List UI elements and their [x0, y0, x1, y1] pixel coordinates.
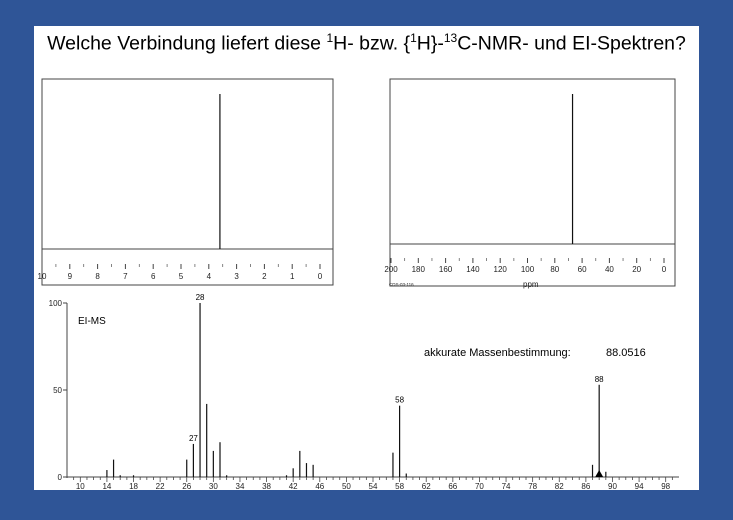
h-nmr-tick-label: 2	[262, 272, 267, 281]
spectra-figure: 10 9 8 7 6 5 4 3 2 1 0 200 180 160 140 120 100 80 60 40 20 0…	[38, 78, 679, 490]
h-nmr-frame	[41, 78, 334, 286]
h-nmr-tick-label: 10	[38, 272, 47, 281]
h-nmr-tick-label: 6	[151, 272, 156, 281]
h-nmr-tick-label: 5	[179, 272, 184, 281]
ms-x-tick-label: 86	[581, 482, 590, 490]
ms-x-tick-label: 70	[475, 482, 484, 490]
ms-x-tick-label: 42	[289, 482, 298, 490]
ms-y-tick-label: 100	[49, 299, 63, 308]
ms-y-tick-label: 0	[58, 473, 63, 482]
c-nmr-tick-label: 200	[384, 265, 398, 274]
ms-x-tick-label: 74	[502, 482, 511, 490]
ms-x-tick-label: 50	[342, 482, 351, 490]
ms-title: EI-MS	[78, 316, 106, 327]
c-nmr-tick-label: 160	[439, 265, 453, 274]
ms-x-tick-label: 54	[369, 482, 378, 490]
ms-annotation-value: 88.0516	[606, 347, 646, 359]
c-nmr-tick-label: 120	[494, 265, 508, 274]
ms-annotation-label: akkurate Massenbestimmung:	[424, 347, 571, 359]
ms-peak-label: 28	[196, 293, 205, 302]
ms-x-tick-label: 58	[395, 482, 404, 490]
ms-x-tick-label: 26	[182, 482, 191, 490]
ms-x-tick-label: 78	[528, 482, 537, 490]
ms-x-tick-label: 46	[315, 482, 324, 490]
h-nmr-spectrum: 10 9 8 7 6 5 4 3 2 1 0	[38, 78, 334, 286]
ms-x-tick-label: 82	[555, 482, 564, 490]
c-nmr-tick-label: 100	[521, 265, 535, 274]
ei-ms-spectrum: 0 50 100 10 14 18 22 26 30 34 38 42 46 50 54 58 62 66 70 7…	[49, 293, 679, 490]
c-nmr-frame	[389, 78, 676, 287]
ms-x-tick-label: 10	[76, 482, 85, 490]
c-nmr-tick-label: 0	[662, 265, 667, 274]
ms-peak-label: 58	[395, 396, 404, 405]
h-nmr-tick-label: 7	[123, 272, 128, 281]
ms-x-tick-label: 18	[129, 482, 138, 490]
ms-x-tick-label: 14	[102, 482, 111, 490]
ms-x-tick-label: 62	[422, 482, 431, 490]
h-nmr-tick-label: 4	[207, 272, 212, 281]
h-nmr-tick-label: 1	[290, 272, 295, 281]
h-nmr-tick-label: 9	[68, 272, 73, 281]
h-nmr-tick-label: 8	[95, 272, 100, 281]
ms-x-tick-label: 38	[262, 482, 271, 490]
c-nmr-tick-label: 180	[412, 265, 426, 274]
ms-x-tick-label: 90	[608, 482, 617, 490]
ms-x-tick-label: 98	[661, 482, 670, 490]
c-nmr-tick-label: 60	[578, 265, 587, 274]
ms-y-tick-label: 50	[53, 386, 62, 395]
ms-x-tick-label: 34	[236, 482, 245, 490]
ms-x-tick-label: 30	[209, 482, 218, 490]
c-nmr-tick-label: 140	[466, 265, 480, 274]
c-nmr-spectrum: 200 180 160 140 120 100 80 60 40 20 0 CDS-03-116 p…	[384, 78, 676, 289]
c-nmr-footnote: CDS-03-116	[389, 282, 414, 287]
ms-x-tick-label: 66	[448, 482, 457, 490]
slide: Welche Verbindung liefert diese 1H- bzw.…	[34, 26, 699, 490]
h-nmr-tick-label: 3	[234, 272, 239, 281]
ms-peak-label: 88	[595, 375, 604, 384]
ms-molecular-ion-marker	[595, 470, 604, 477]
ms-x-tick-label: 94	[635, 482, 644, 490]
c-nmr-tick-label: 80	[550, 265, 559, 274]
c-nmr-tick-label: 20	[632, 265, 641, 274]
c-nmr-tick-label: 40	[605, 265, 614, 274]
h-nmr-tick-label: 0	[318, 272, 323, 281]
ms-x-tick-label: 22	[156, 482, 165, 490]
c-nmr-xlabel: ppm	[523, 280, 539, 289]
ms-peak-label: 27	[189, 434, 198, 443]
slide-title: Welche Verbindung liefert diese 1H- bzw.…	[47, 31, 686, 55]
